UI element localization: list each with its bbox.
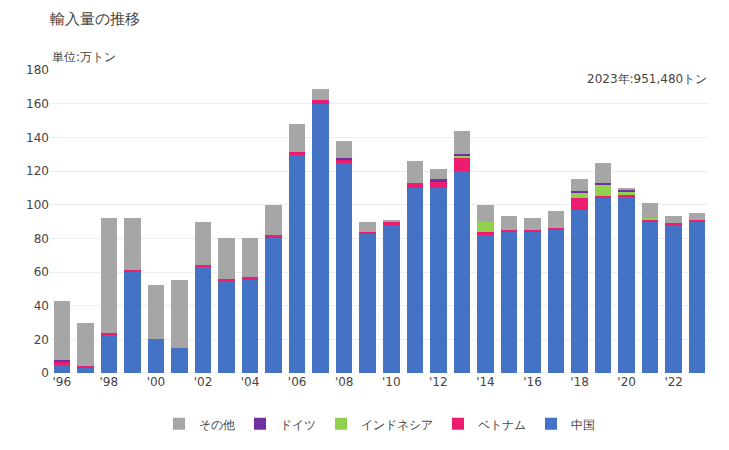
svg-text:180: 180 <box>26 63 49 77</box>
svg-text:0: 0 <box>41 366 49 380</box>
svg-text:'96: '96 <box>52 375 71 389</box>
svg-text:'12: '12 <box>429 375 448 389</box>
svg-text:120: 120 <box>26 164 49 178</box>
svg-text:'08: '08 <box>335 375 354 389</box>
svg-text:インドネシア: インドネシア <box>361 418 433 432</box>
svg-text:'14: '14 <box>476 375 495 389</box>
svg-text:'04: '04 <box>241 375 260 389</box>
svg-text:100: 100 <box>26 198 49 212</box>
svg-text:'98: '98 <box>100 375 119 389</box>
svg-text:'18: '18 <box>570 375 589 389</box>
svg-text:40: 40 <box>34 299 49 313</box>
svg-text:'16: '16 <box>523 375 542 389</box>
svg-text:中国: 中国 <box>571 418 595 432</box>
svg-text:'10: '10 <box>382 375 401 389</box>
svg-text:'06: '06 <box>288 375 307 389</box>
svg-text:'20: '20 <box>617 375 636 389</box>
svg-text:'02: '02 <box>194 375 213 389</box>
svg-text:輸入量の推移: 輸入量の推移 <box>50 10 140 28</box>
svg-text:ベトナム: ベトナム <box>478 418 526 432</box>
svg-text:ドイツ: ドイツ <box>280 418 316 432</box>
svg-text:'00: '00 <box>147 375 166 389</box>
svg-text:20: 20 <box>34 333 49 347</box>
svg-text:単位:万トン: 単位:万トン <box>52 50 116 64</box>
svg-text:2023年:951,480トン: 2023年:951,480トン <box>587 72 707 86</box>
svg-text:'22: '22 <box>664 375 683 389</box>
svg-text:160: 160 <box>26 97 49 111</box>
svg-text:80: 80 <box>34 232 49 246</box>
svg-text:140: 140 <box>26 131 49 145</box>
svg-text:60: 60 <box>34 265 49 279</box>
svg-text:その他: その他 <box>199 418 235 432</box>
